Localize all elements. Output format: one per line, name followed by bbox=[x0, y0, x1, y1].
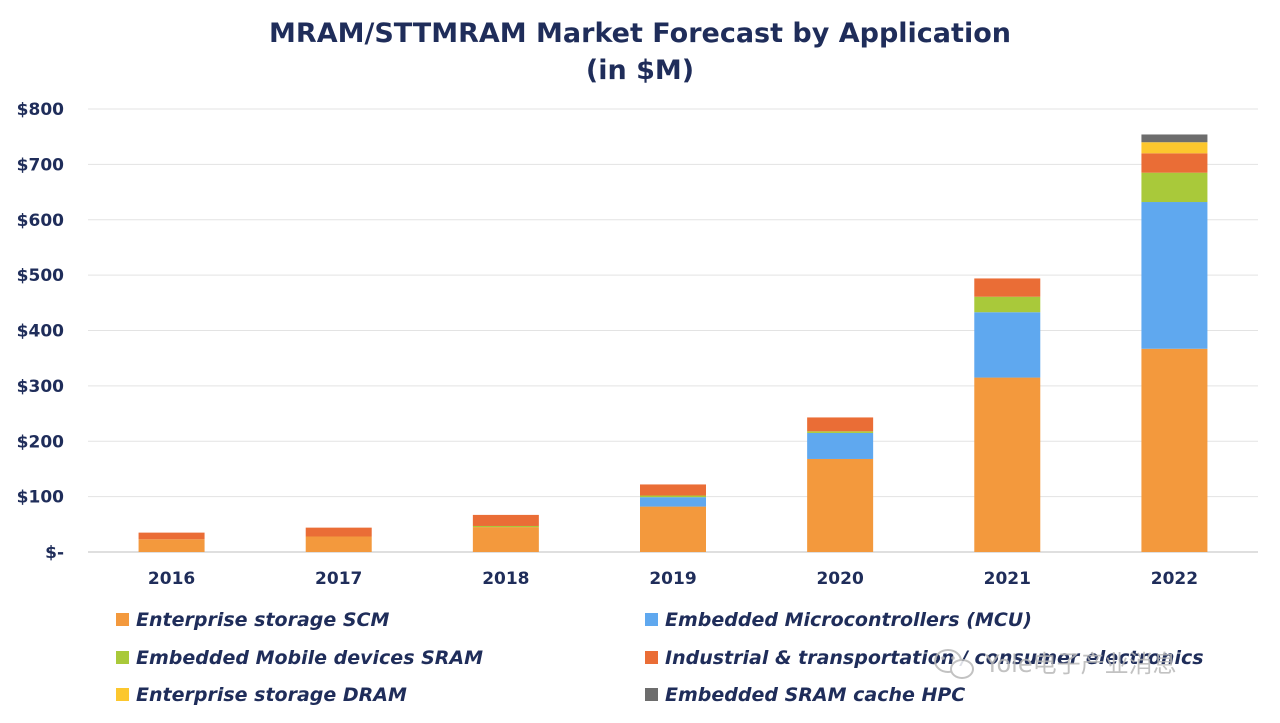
watermark: Yole电子产业消息 bbox=[934, 649, 1177, 679]
bar-segment bbox=[1141, 348, 1208, 552]
x-tick-label: 2018 bbox=[482, 569, 529, 589]
y-tick-label: $300 bbox=[17, 377, 64, 397]
bar-segment bbox=[807, 432, 874, 459]
gridlines bbox=[88, 108, 1258, 553]
legend-item-industrial-transportation: Industrial & transportation / consumer e… bbox=[645, 647, 1204, 669]
bar-segment bbox=[305, 527, 372, 537]
bar-segment bbox=[1141, 202, 1208, 349]
y-tick-label: $- bbox=[45, 543, 64, 563]
bar-segment bbox=[472, 527, 539, 552]
bar-segment bbox=[974, 278, 1041, 297]
legend-label: Embedded Mobile devices SRAM bbox=[136, 647, 483, 669]
legend-swatch bbox=[116, 688, 129, 701]
legend-item-embedded-mcu: Embedded Microcontrollers (MCU) bbox=[645, 609, 1032, 631]
y-tick-label: $600 bbox=[17, 211, 64, 231]
bar-segment bbox=[974, 312, 1041, 378]
legend-item-enterprise-storage-dram: Enterprise storage DRAM bbox=[116, 684, 407, 706]
x-axis-ticks: 2016 2017 2018 2019 2020 2021 2022 bbox=[148, 569, 1198, 589]
bar-segment bbox=[305, 536, 372, 552]
y-axis-ticks: $- $100 $200 $300 $400 $500 $600 $700 $800 bbox=[17, 100, 64, 563]
y-tick-label: $400 bbox=[17, 322, 64, 342]
legend-swatch bbox=[645, 651, 658, 664]
bar-segment bbox=[974, 296, 1041, 313]
legend-swatch bbox=[645, 613, 658, 626]
x-tick-label: 2020 bbox=[816, 569, 863, 589]
x-tick-label: 2022 bbox=[1151, 569, 1198, 589]
legend-label: Embedded SRAM cache HPC bbox=[665, 684, 965, 706]
x-tick-label: 2019 bbox=[649, 569, 696, 589]
chart-subtitle: (in $M) bbox=[586, 55, 694, 86]
x-tick-label: 2016 bbox=[148, 569, 195, 589]
bar-segment bbox=[974, 377, 1041, 552]
wechat-icon bbox=[934, 649, 974, 679]
legend-label: Embedded Microcontrollers (MCU) bbox=[665, 609, 1032, 631]
bar-segment bbox=[1141, 153, 1208, 173]
bar-segment bbox=[640, 495, 706, 498]
watermark-text: Yole电子产业消息 bbox=[984, 650, 1177, 678]
legend: Enterprise storage SCM Embedded Microcon… bbox=[116, 609, 1204, 706]
y-tick-label: $200 bbox=[17, 432, 64, 452]
legend-swatch bbox=[645, 688, 658, 701]
legend-label: Industrial & transportation / consumer e… bbox=[665, 647, 1204, 669]
legend-item-embedded-mobile-sram: Embedded Mobile devices SRAM bbox=[116, 647, 483, 669]
x-tick-label: 2017 bbox=[315, 569, 362, 589]
chart-title: MRAM/STTMRAM Market Forecast by Applicat… bbox=[269, 18, 1011, 49]
legend-label: Enterprise storage SCM bbox=[136, 609, 390, 631]
y-tick-label: $800 bbox=[17, 100, 64, 120]
bar-segment bbox=[1141, 142, 1208, 154]
legend-label: Enterprise storage DRAM bbox=[136, 684, 407, 706]
bar-segment bbox=[807, 417, 874, 432]
y-tick-label: $100 bbox=[17, 488, 64, 508]
bar-segment bbox=[807, 431, 874, 433]
bar-segment bbox=[138, 539, 205, 552]
bar-stacks bbox=[138, 134, 1208, 552]
bar-segment bbox=[640, 506, 706, 552]
bar-segment bbox=[472, 514, 539, 526]
bar-segment bbox=[138, 532, 205, 540]
legend-swatch bbox=[116, 613, 129, 626]
legend-item-enterprise-storage-scm: Enterprise storage SCM bbox=[116, 609, 390, 631]
bar-segment bbox=[640, 484, 706, 496]
bar-segment bbox=[807, 458, 874, 552]
legend-item-embedded-sram-cache-hpc: Embedded SRAM cache HPC bbox=[645, 684, 965, 706]
bar-segment bbox=[472, 525, 539, 528]
y-tick-label: $700 bbox=[17, 155, 64, 175]
bar-segment bbox=[1141, 172, 1208, 203]
legend-swatch bbox=[116, 651, 129, 664]
bar-segment bbox=[640, 497, 706, 507]
bar-segment bbox=[1141, 134, 1208, 143]
x-tick-label: 2021 bbox=[984, 569, 1031, 589]
y-tick-label: $500 bbox=[17, 266, 64, 286]
